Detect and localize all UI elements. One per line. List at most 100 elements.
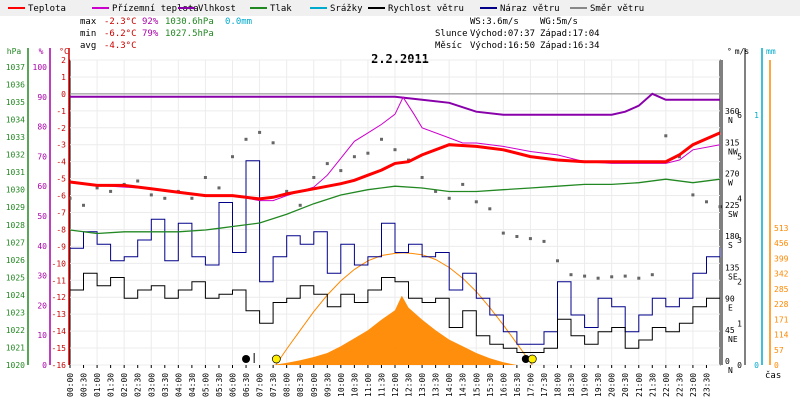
x-tick-label-40: 20:00	[608, 373, 617, 397]
x-tick-label-38: 19:00	[581, 373, 590, 397]
humidity-tick-8: 80	[37, 123, 47, 132]
wind-tick-1: 1	[737, 319, 742, 328]
humidity-tick-3: 30	[37, 272, 47, 281]
legend-label-0: Teplota	[28, 4, 66, 14]
direction-point-35	[542, 239, 546, 243]
pressure-tick-1: 1021	[6, 343, 25, 352]
solar-tick-7: 399	[774, 254, 789, 263]
direction-point-26	[420, 176, 424, 179]
direction-tick-deg-5: 225	[725, 201, 740, 210]
direction-point-6	[149, 193, 153, 197]
x-tick-label-11: 05:30	[215, 373, 224, 397]
temperature-tick-0: -16	[52, 361, 67, 370]
direction-tick-deg-1: 45	[725, 326, 735, 335]
rain-unit: mm	[766, 47, 776, 56]
humidity-unit: %	[39, 47, 44, 56]
direction-tick-deg-8: 360	[725, 107, 740, 116]
x-tick-label-41: 20:30	[621, 373, 630, 397]
humidity-tick-2: 20	[37, 301, 47, 310]
x-tick-label-21: 10:30	[350, 373, 359, 397]
x-tick-label-30: 15:00	[472, 373, 481, 397]
stats-max-temp: -2.3°C	[104, 17, 137, 27]
x-tick-label-47: 23:30	[702, 373, 711, 397]
x-tick-label-10: 05:00	[201, 373, 210, 397]
direction-tick-deg-0: 0	[725, 357, 730, 366]
x-tick-label-13: 06:30	[242, 373, 251, 397]
direction-point-20	[339, 169, 343, 173]
direction-point-3	[109, 189, 113, 193]
direction-point-30	[474, 200, 478, 204]
axes: 1020102110221023102410251026102710281029…	[6, 47, 789, 375]
pressure-unit: hPa	[7, 47, 22, 56]
x-tick-label-23: 11:30	[377, 373, 386, 397]
temperature-tick-2: -14	[52, 327, 67, 336]
moonset-marker	[521, 355, 530, 363]
direction-point-16	[285, 189, 289, 193]
pressure-tick-12: 1032	[6, 151, 25, 160]
x-tick-label-3: 01:30	[107, 373, 116, 397]
solar-tick-4: 228	[774, 300, 789, 309]
direction-point-19	[325, 162, 329, 166]
direction-point-42	[637, 276, 641, 280]
pressure-tick-10: 1030	[6, 186, 25, 195]
temperature-tick-5: -11	[52, 276, 67, 285]
x-tick-label-43: 21:30	[648, 373, 657, 397]
x-tick-label-36: 18:00	[554, 373, 563, 397]
direction-tick-deg-2: 90	[725, 295, 735, 304]
pressure-tick-9: 1029	[6, 203, 25, 212]
wind-speed-avg: WS:3.6m/s	[470, 17, 519, 27]
x-tick-label-9: 04:30	[188, 373, 197, 397]
solar-tick-2: 114	[774, 331, 789, 340]
humidity-tick-9: 90	[37, 93, 47, 102]
sunset-marker	[527, 354, 537, 364]
x-tick-label-29: 14:30	[459, 373, 468, 397]
legend-label-5: Rychlost větru	[388, 4, 464, 14]
humidity-tick-6: 60	[37, 182, 47, 191]
x-axis: 00:00 00:30 01:00 01:30 02:00 02:30 03:00 03:30…	[66, 365, 781, 397]
solar-tick-0: 0	[774, 361, 779, 370]
legend-background	[0, 0, 800, 16]
legend: Teplota Přízemní teplota Vlhkost Tlak Srážky…	[0, 0, 800, 16]
pressure-tick-3: 1023	[6, 308, 25, 317]
direction-tick-dir-1: NE	[728, 335, 738, 344]
x-axis-label: čas	[765, 370, 781, 381]
humidity-tick-0: 0	[42, 361, 47, 370]
direction-point-48	[718, 205, 722, 209]
series-solar-area	[273, 295, 517, 365]
direction-point-33	[515, 235, 519, 238]
temperature-tick-1: -15	[52, 344, 67, 353]
direction-point-27	[434, 189, 438, 193]
direction-tick-dir-0: N	[728, 366, 733, 375]
sun-label: Slunce	[435, 29, 468, 39]
x-tick-label-44: 22:00	[662, 373, 671, 397]
humidity-tick-1: 10	[37, 331, 47, 340]
series-wind-gust	[70, 160, 721, 345]
x-tick-label-4: 02:00	[120, 373, 129, 397]
wind-tick-3: 3	[737, 236, 742, 245]
legend-label-1: Přízemní teplota	[112, 4, 199, 14]
direction-point-44	[664, 134, 668, 138]
direction-point-37	[569, 273, 573, 277]
series-wind-speed	[70, 272, 721, 353]
direction-point-29	[461, 182, 465, 186]
sunrise-marker	[272, 354, 281, 364]
stats-avg-temp: -4.3°C	[104, 41, 137, 51]
wind-unit: m/s	[735, 47, 750, 56]
series-temperature	[69, 131, 721, 201]
direction-point-36	[556, 259, 559, 263]
direction-point-22	[366, 151, 370, 155]
direction-point-41	[623, 274, 627, 278]
temperature-tick-13: -3	[56, 141, 66, 150]
legend-label-3: Tlak	[270, 4, 292, 14]
direction-point-47	[705, 200, 708, 204]
pressure-tick-0: 1020	[6, 361, 25, 370]
direction-point-5	[136, 179, 140, 183]
x-tick-label-20: 10:00	[337, 373, 346, 397]
moon-phase-marker	[242, 355, 251, 363]
stats-min-temp: -6.2°C	[104, 29, 137, 39]
solar-tick-5: 285	[774, 285, 789, 294]
wind-gust-max: WG:5m/s	[540, 17, 578, 27]
temperature-tick-8: -8	[56, 225, 66, 234]
x-tick-label-12: 06:00	[229, 373, 238, 397]
